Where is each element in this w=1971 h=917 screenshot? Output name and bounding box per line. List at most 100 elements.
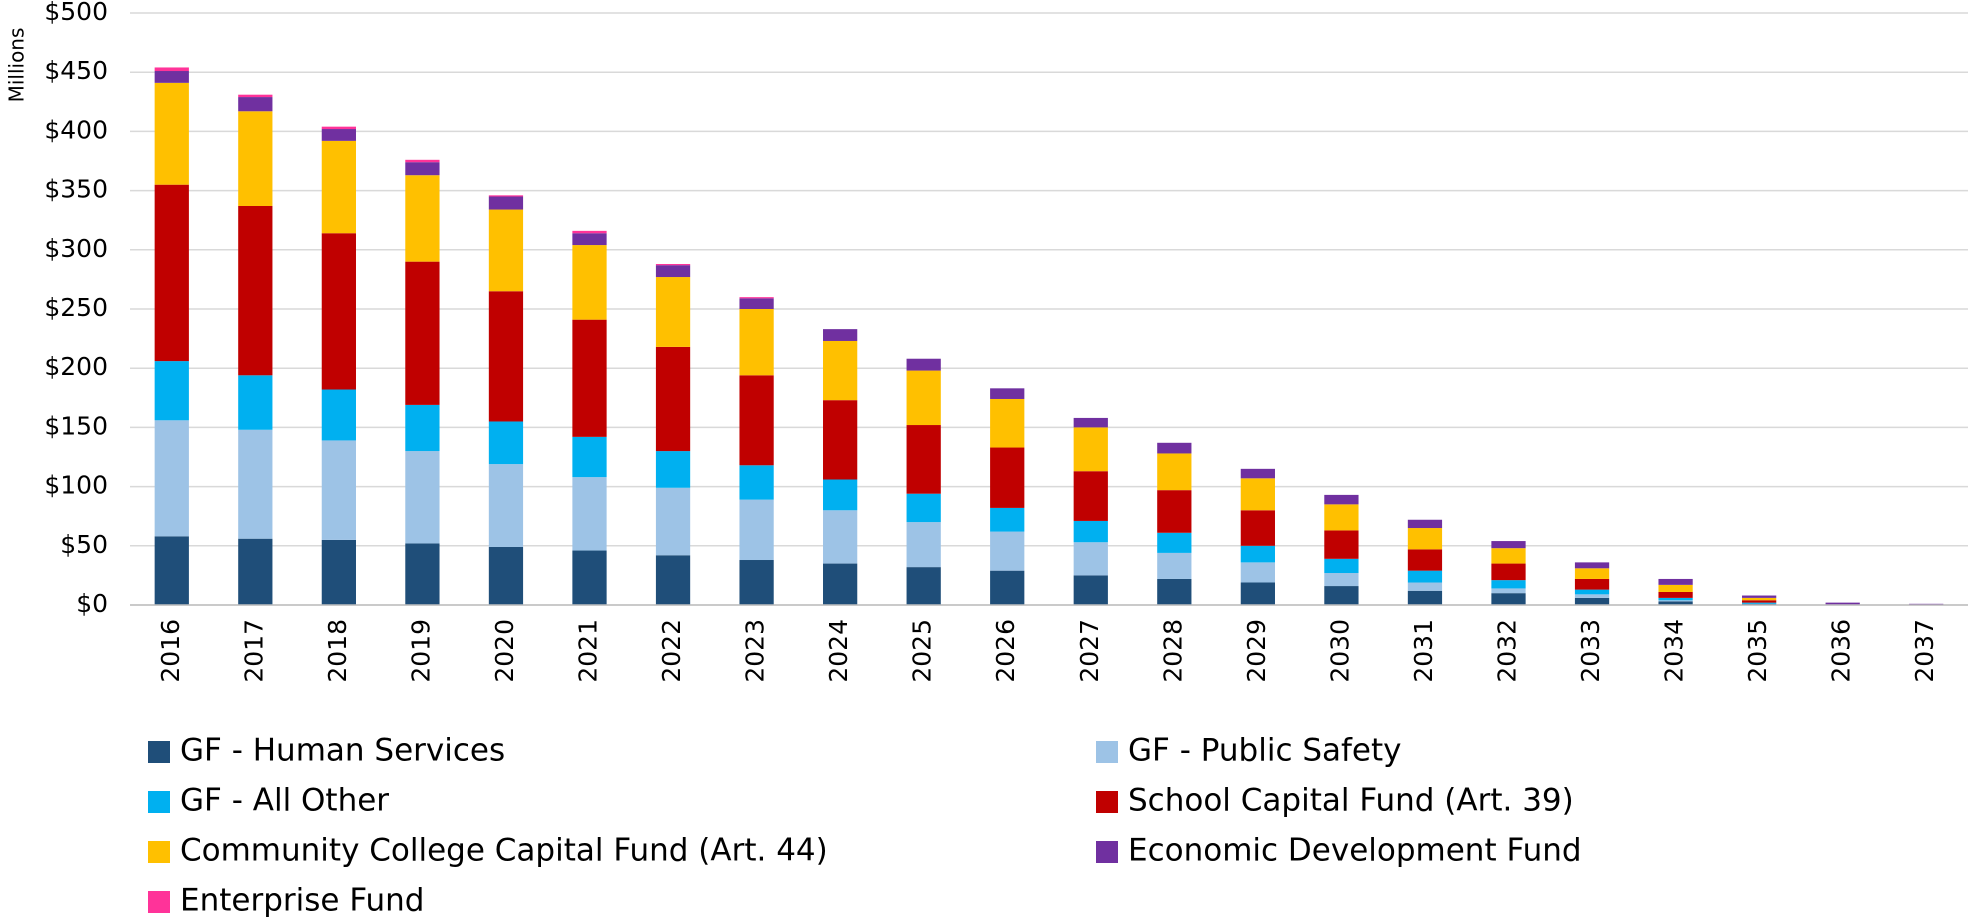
bar-segment (906, 358, 941, 371)
bar-segment (1407, 582, 1443, 591)
bar-segment (823, 329, 858, 341)
bar-segment (1324, 494, 1359, 505)
bar-segment (1825, 602, 1860, 605)
x-tick-label: 2017 (239, 619, 268, 683)
bar-segment (405, 404, 440, 452)
bar-segment (572, 319, 607, 437)
legend-label: Economic Development Fund (1128, 833, 1582, 869)
bar-segment (1157, 552, 1192, 579)
y-tick-label: $200 (44, 352, 108, 381)
bar-segment (655, 451, 691, 488)
bar-segment (405, 451, 440, 544)
bar-segment (739, 560, 774, 605)
bar-segment (990, 398, 1025, 448)
y-tick-label: $150 (44, 411, 108, 440)
legend-swatch (148, 741, 170, 763)
bar-segment (321, 389, 356, 441)
y-tick-label: $500 (44, 0, 108, 26)
bar-segment (405, 543, 440, 605)
x-tick-label: 2018 (323, 619, 352, 683)
bar-segment (1491, 580, 1526, 589)
bar-segment (488, 421, 524, 465)
bar-segment (321, 539, 356, 605)
bar-segment (1742, 597, 1777, 601)
bar-segment (238, 111, 273, 206)
bar-segment (154, 184, 189, 362)
x-tick-label: 2035 (1743, 619, 1772, 683)
bar-segment (488, 196, 524, 210)
bar-segment (1240, 468, 1275, 479)
legend-label: GF - All Other (180, 783, 389, 819)
bar-segment (823, 400, 858, 480)
bar-segment (154, 536, 189, 605)
bar-segment (1240, 510, 1275, 546)
bar-segment (655, 487, 691, 556)
bar-segment (1240, 545, 1275, 563)
y-tick-label: $100 (44, 471, 108, 500)
bar-segment (1324, 586, 1359, 605)
x-tick-label: 2031 (1409, 619, 1438, 683)
bar-segment (1324, 558, 1359, 574)
bar-segment (572, 550, 607, 605)
bar-segment (739, 309, 774, 376)
bar-segment (1073, 471, 1108, 521)
x-tick-label: 2026 (991, 619, 1020, 683)
bar-segment (655, 277, 691, 347)
bar-segment (1574, 597, 1610, 605)
bar-segment (906, 567, 941, 605)
bar-segment (1407, 528, 1443, 550)
bar-segment (572, 477, 607, 551)
bar-segment (154, 71, 189, 83)
x-tick-label: 2033 (1576, 619, 1605, 683)
bar-segment (321, 233, 356, 390)
bar-segment (906, 425, 941, 494)
bar-segment (1742, 600, 1777, 603)
y-tick-label: $50 (60, 530, 108, 559)
bar-segment (1240, 562, 1275, 583)
x-tick-label: 2020 (490, 619, 519, 683)
bar-segment (1073, 542, 1108, 576)
x-tick-label: 2021 (574, 619, 603, 683)
bar-segment (655, 555, 691, 605)
bar-segment (1574, 594, 1610, 598)
bar-segment (572, 436, 607, 478)
bar-segment (1658, 578, 1693, 585)
bar-segment (823, 479, 858, 511)
bar-segment (990, 570, 1025, 605)
bar-segment (1157, 490, 1192, 533)
bar-segment (739, 375, 774, 466)
bar-segment (1157, 453, 1192, 491)
legend-swatch (148, 841, 170, 863)
x-tick-label: 2024 (824, 619, 853, 683)
bar-segment (154, 361, 189, 421)
legend-swatch (1096, 741, 1118, 763)
bar-segment (1073, 520, 1108, 543)
bar-segment (1574, 578, 1610, 590)
bar-segment (488, 195, 524, 197)
bar-segment (238, 375, 273, 430)
bar-segment (990, 447, 1025, 508)
bar-segment (1658, 597, 1693, 601)
bar-segment (405, 159, 440, 163)
x-tick-label: 2025 (908, 619, 937, 683)
bar-segment (1324, 573, 1359, 587)
bar-segment (1658, 601, 1693, 605)
bar-segment (990, 531, 1025, 571)
bar-segment (1324, 530, 1359, 559)
bar-segment (572, 233, 607, 246)
bar-segment (655, 264, 691, 266)
bar-segment (1324, 504, 1359, 531)
bar-segment (823, 563, 858, 605)
bar-segment (823, 510, 858, 564)
bar-segment (321, 126, 356, 130)
x-tick-label: 2029 (1242, 619, 1271, 683)
bar-segment (906, 370, 941, 426)
bar-segment (488, 546, 524, 605)
x-tick-label: 2036 (1827, 619, 1856, 683)
x-tick-label: 2028 (1158, 619, 1187, 683)
bar-segment (1073, 417, 1108, 428)
x-tick-label: 2022 (657, 619, 686, 683)
bar-segment (238, 94, 273, 98)
y-axis-label: Millions (5, 28, 29, 103)
